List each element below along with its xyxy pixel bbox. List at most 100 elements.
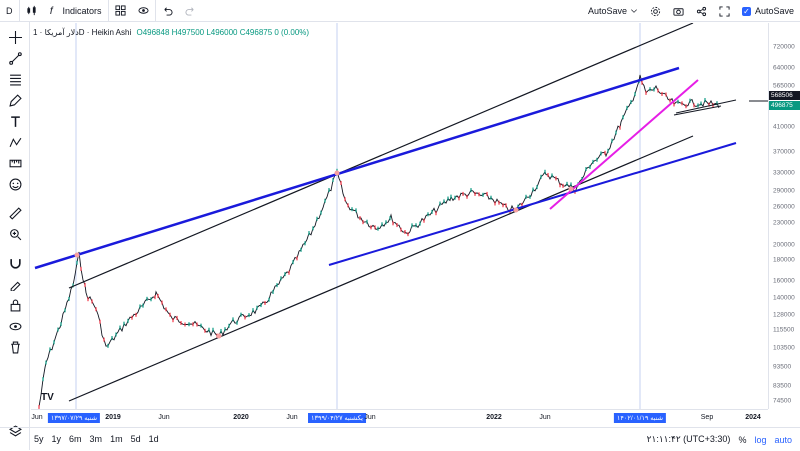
range-button-5d[interactable]: 5d	[130, 434, 141, 444]
touch-point-marker	[513, 207, 519, 213]
ruler-icon	[8, 206, 22, 220]
zoom-tool[interactable]	[7, 227, 23, 241]
text-tool[interactable]	[7, 114, 23, 128]
autosave-toggle[interactable]: ✓ AutoSave	[736, 0, 800, 22]
emoji-tool[interactable]	[7, 177, 23, 191]
autosave-menu[interactable]: AutoSave	[582, 0, 644, 22]
candle	[645, 90, 647, 95]
interval-button[interactable]: D	[0, 0, 20, 22]
candle	[423, 218, 425, 223]
lock-tool[interactable]	[7, 298, 23, 312]
touch-point-marker	[216, 333, 222, 339]
ruler-tool[interactable]	[7, 206, 23, 220]
candle	[312, 226, 314, 231]
channel-upper-black-line[interactable]	[68, 23, 694, 289]
interval-label: D	[6, 5, 13, 16]
measure-tool[interactable]	[7, 156, 23, 170]
candle	[284, 272, 286, 277]
candle	[450, 194, 452, 199]
indicators-button[interactable]: f Indicators	[43, 0, 109, 22]
candle	[669, 98, 671, 103]
time-scale[interactable]: Jun ۱۳۹۷/۰۷/۲۹ شنبه 2019 Jun 2020 Jun ۱۳۹۹/۰۴/…	[31, 409, 768, 427]
clock-readout[interactable]: ۲۱:۱۱:۴۲ (UTC+3:30)	[646, 434, 731, 444]
range-button-1y[interactable]: 1y	[51, 434, 62, 444]
pattern-tool[interactable]	[7, 135, 23, 149]
blue-resistance-line[interactable]	[34, 66, 680, 270]
range-button-6m[interactable]: 6m	[69, 434, 82, 444]
chart-legend[interactable]: دلار آمریکا · 1D · Heikin Ashi O496848 H…	[33, 28, 309, 37]
candle	[611, 138, 613, 143]
brush-tool[interactable]	[7, 93, 23, 107]
candle	[673, 102, 675, 107]
candle	[704, 98, 706, 103]
candle	[653, 87, 655, 92]
candle	[332, 178, 334, 183]
time-scale-label: Jun	[539, 414, 551, 421]
candle	[359, 216, 361, 221]
fullscreen-button[interactable]	[713, 0, 736, 22]
chart-type-button[interactable]	[20, 0, 43, 22]
candle	[689, 98, 691, 103]
candle	[470, 188, 472, 193]
candle	[268, 297, 270, 302]
remove-drawings-tool[interactable]	[7, 340, 23, 354]
candle	[42, 377, 44, 382]
candle	[622, 115, 624, 120]
trendline-tool[interactable]	[7, 51, 23, 65]
candle	[256, 305, 258, 310]
candle	[366, 219, 368, 224]
snapshot-button[interactable]	[667, 0, 690, 22]
chart-pane[interactable]: TV	[31, 23, 768, 409]
candles-group	[38, 79, 718, 409]
price-scale[interactable]: 568506 496875 720000 640000 565000 410000 37…	[768, 23, 800, 409]
percent-toggle[interactable]: %	[738, 434, 747, 445]
candle	[677, 99, 679, 104]
redo-button[interactable]	[179, 0, 202, 22]
candle	[521, 202, 523, 207]
share-button[interactable]	[690, 0, 713, 22]
auto-toggle[interactable]: auto	[774, 434, 792, 445]
crosshair-tool[interactable]	[7, 30, 23, 44]
range-button-1d[interactable]: 1d	[148, 434, 159, 444]
undo-button[interactable]	[156, 0, 179, 22]
candle	[589, 165, 591, 170]
magenta-trend-line[interactable]	[549, 79, 699, 210]
price-scale-label: 180000	[773, 256, 795, 264]
trash-icon	[10, 341, 20, 353]
checkbox-checked-icon[interactable]: ✓	[741, 6, 751, 16]
trendline-icon	[8, 51, 22, 65]
candle	[559, 183, 561, 188]
layouts-button[interactable]	[109, 0, 132, 22]
candle	[665, 92, 667, 97]
autosave-menu-label: AutoSave	[587, 6, 627, 16]
candle	[49, 347, 51, 352]
time-scale-label: Jun	[364, 414, 376, 421]
fib-tool[interactable]	[7, 72, 23, 86]
range-button-3m[interactable]: 3m	[89, 434, 103, 444]
lock-drawing-tool[interactable]	[7, 277, 23, 291]
magnet-tool[interactable]	[7, 256, 23, 270]
autosave-toggle-label: AutoSave	[754, 6, 794, 16]
measure-icon	[9, 159, 21, 167]
price-scale-label: 565000	[773, 82, 795, 90]
price-chart[interactable]: TV	[31, 23, 768, 409]
blue-support-line[interactable]	[328, 142, 737, 266]
candle	[370, 225, 372, 230]
log-toggle[interactable]: log	[754, 434, 767, 445]
channel-lower-black-line[interactable]	[68, 135, 694, 402]
candle	[462, 191, 464, 196]
range-button-5y[interactable]: 5y	[34, 434, 44, 444]
candle	[544, 169, 546, 174]
hide-drawings-tool[interactable]	[7, 319, 23, 333]
settings-button[interactable]	[644, 0, 667, 22]
candle	[324, 198, 326, 203]
visibility-button[interactable]	[132, 0, 156, 22]
triangle-lower-line[interactable]	[673, 105, 722, 116]
candle	[300, 247, 302, 252]
candle	[45, 360, 47, 365]
candle	[60, 322, 62, 327]
candle	[180, 321, 182, 326]
range-button-1m[interactable]: 1m	[110, 434, 123, 444]
candle	[84, 282, 86, 287]
triangle-upper-line[interactable]	[675, 99, 737, 114]
